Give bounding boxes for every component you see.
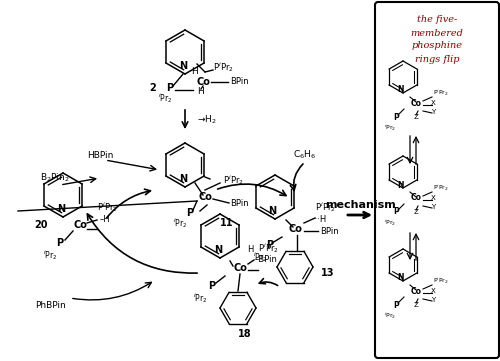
Text: P$^{i}$Pr$_2$: P$^{i}$Pr$_2$ xyxy=(97,200,118,214)
Text: P$^{i}$Pr$_2$: P$^{i}$Pr$_2$ xyxy=(223,173,244,187)
Text: X: X xyxy=(430,100,436,106)
Text: 18: 18 xyxy=(238,329,252,339)
Text: P$^{i}$Pr$_2$: P$^{i}$Pr$_2$ xyxy=(433,88,449,98)
Text: P$^{i}$Pr$_2$: P$^{i}$Pr$_2$ xyxy=(258,241,279,255)
Text: P: P xyxy=(166,83,173,93)
Text: →H$_2$: →H$_2$ xyxy=(197,114,217,126)
Text: ···H: ···H xyxy=(312,214,326,223)
Text: $^{i}$Pr$_2$: $^{i}$Pr$_2$ xyxy=(192,291,208,305)
Text: Z: Z xyxy=(414,302,418,308)
Text: $^{i}$Pr$_2$: $^{i}$Pr$_2$ xyxy=(158,91,172,105)
Text: $^{i}$Pr$_2$: $^{i}$Pr$_2$ xyxy=(384,123,396,133)
Text: 2: 2 xyxy=(150,83,156,93)
Text: Co: Co xyxy=(73,220,87,230)
Text: C$_6$H$_6$: C$_6$H$_6$ xyxy=(294,149,316,161)
Text: N: N xyxy=(179,61,187,71)
Text: 13: 13 xyxy=(321,268,335,278)
Text: N: N xyxy=(398,86,404,95)
Text: X: X xyxy=(430,288,436,294)
Text: Y: Y xyxy=(431,204,435,210)
Text: phosphine: phosphine xyxy=(412,42,463,51)
Text: mechanism: mechanism xyxy=(324,200,396,210)
Text: $^{i}$Pr$_2$: $^{i}$Pr$_2$ xyxy=(384,311,396,321)
Text: Y: Y xyxy=(431,109,435,115)
Text: $^{i}$Pr$_2$: $^{i}$Pr$_2$ xyxy=(384,218,396,228)
Text: 11: 11 xyxy=(220,218,234,228)
Text: N: N xyxy=(398,180,404,190)
Text: –H: –H xyxy=(100,216,110,225)
Text: P$^{i}$Pr$_2$: P$^{i}$Pr$_2$ xyxy=(213,60,234,74)
Text: $^{i}$Pr$_2$: $^{i}$Pr$_2$ xyxy=(42,248,58,262)
Text: P: P xyxy=(186,208,194,218)
Text: the five-: the five- xyxy=(417,16,457,25)
Text: –BPin: –BPin xyxy=(255,256,278,265)
Text: HBPin: HBPin xyxy=(87,151,113,160)
Text: $^{i}$Pr$_2$: $^{i}$Pr$_2$ xyxy=(172,216,188,230)
Text: Y: Y xyxy=(431,297,435,303)
Text: P: P xyxy=(266,240,274,250)
Text: N: N xyxy=(398,274,404,283)
Text: N: N xyxy=(214,245,222,255)
Text: P$^{i}$Pr$_2$: P$^{i}$Pr$_2$ xyxy=(433,183,449,193)
Text: BPin: BPin xyxy=(230,199,248,208)
Text: P: P xyxy=(393,208,399,217)
Text: 20: 20 xyxy=(34,220,48,230)
Text: N: N xyxy=(179,174,187,184)
Text: P: P xyxy=(393,300,399,309)
Text: Co: Co xyxy=(196,77,210,87)
Text: Z: Z xyxy=(414,114,418,120)
Text: P$^{i}$Pr$_2$: P$^{i}$Pr$_2$ xyxy=(315,200,336,214)
Text: PhBPin: PhBPin xyxy=(34,300,66,309)
Text: P: P xyxy=(56,238,64,248)
Text: BPin: BPin xyxy=(320,226,338,235)
Text: Co: Co xyxy=(410,99,422,108)
Text: $^{i}$Pr$_2$: $^{i}$Pr$_2$ xyxy=(252,250,268,264)
Text: P: P xyxy=(393,113,399,122)
Text: H: H xyxy=(247,245,253,255)
Text: membered: membered xyxy=(410,29,464,38)
Text: B$_2$Pin$_2$: B$_2$Pin$_2$ xyxy=(40,172,70,184)
Text: P: P xyxy=(208,281,216,291)
FancyBboxPatch shape xyxy=(375,2,499,358)
Text: Co: Co xyxy=(288,224,302,234)
Text: N: N xyxy=(57,204,65,214)
Text: rings flip: rings flip xyxy=(415,55,459,64)
Text: Co: Co xyxy=(410,287,422,296)
Text: H: H xyxy=(192,68,198,77)
Text: Co: Co xyxy=(410,193,422,203)
Text: P$^{i}$Pr$_2$: P$^{i}$Pr$_2$ xyxy=(433,276,449,286)
Text: X: X xyxy=(430,195,436,201)
Text: BPin: BPin xyxy=(230,78,248,87)
Text: N: N xyxy=(268,206,276,216)
Text: Z: Z xyxy=(414,209,418,215)
Text: Co: Co xyxy=(198,192,212,202)
Text: Co: Co xyxy=(233,263,247,273)
Text: H: H xyxy=(198,87,204,96)
